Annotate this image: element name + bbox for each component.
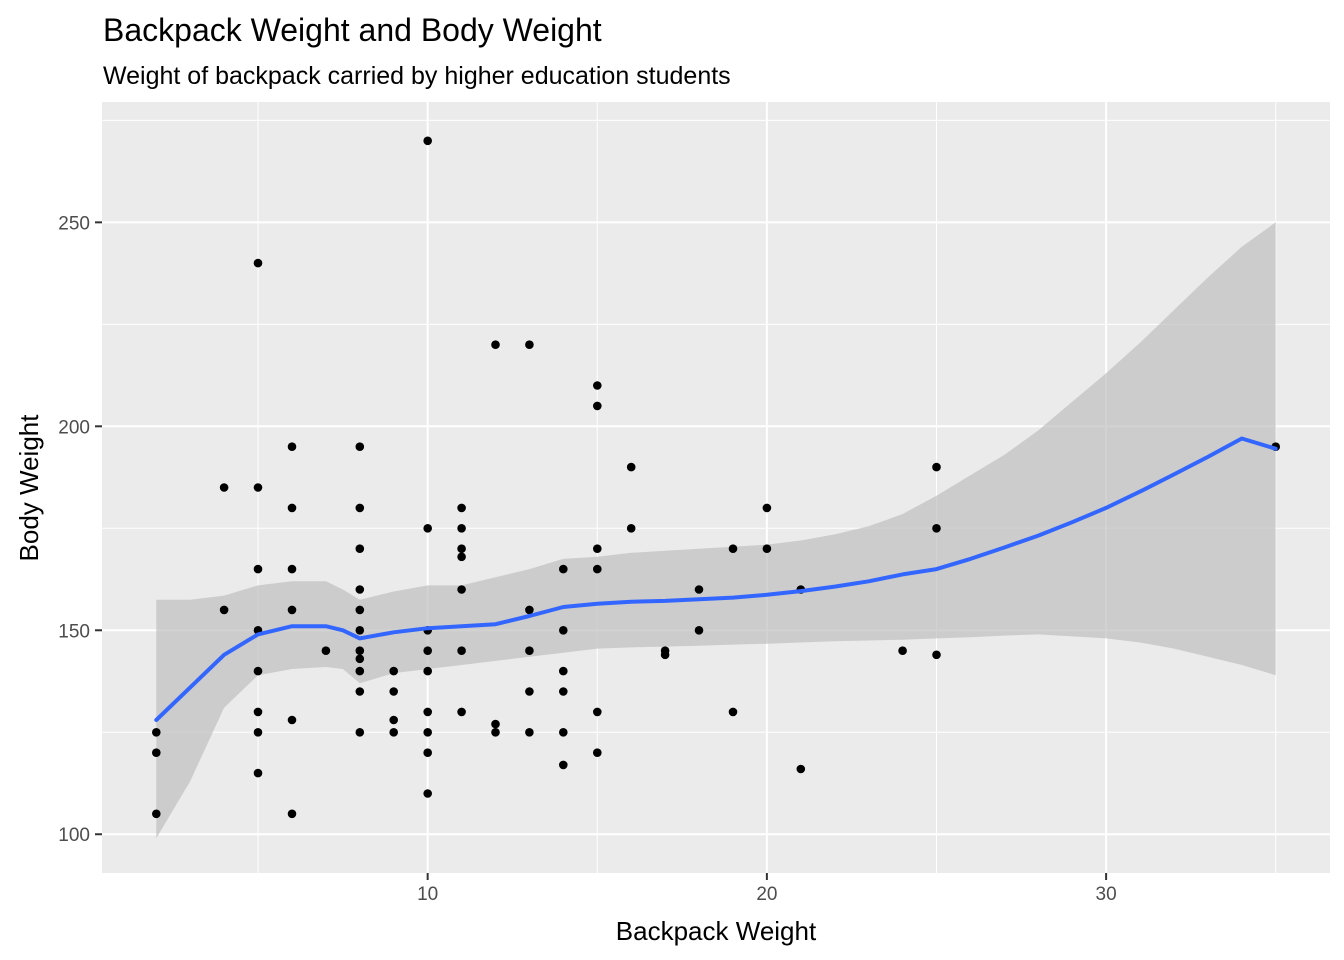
data-point xyxy=(457,524,466,533)
y-tick-label: 250 xyxy=(58,213,90,234)
data-point xyxy=(457,544,466,553)
data-point xyxy=(253,768,263,778)
data-point xyxy=(152,748,161,757)
data-point xyxy=(559,666,568,676)
data-point xyxy=(525,646,534,655)
data-point xyxy=(423,524,433,533)
data-point xyxy=(355,654,365,664)
data-point xyxy=(423,646,433,655)
data-point xyxy=(423,136,433,146)
data-point xyxy=(423,789,433,798)
data-point xyxy=(457,707,466,717)
data-point xyxy=(932,650,941,660)
data-point xyxy=(152,728,161,737)
data-point xyxy=(253,258,263,268)
data-point xyxy=(898,646,907,655)
y-tick-label: 150 xyxy=(58,621,90,642)
data-point xyxy=(559,728,568,737)
data-point xyxy=(287,503,297,513)
data-point xyxy=(525,728,534,737)
data-point xyxy=(389,666,399,676)
data-point xyxy=(457,552,466,562)
data-point xyxy=(762,503,772,513)
y-axis-label: Body Weight xyxy=(14,414,44,562)
data-point xyxy=(525,605,534,615)
data-point xyxy=(796,764,806,774)
data-point xyxy=(728,544,738,553)
data-point xyxy=(457,503,466,513)
data-point xyxy=(355,544,365,553)
data-point xyxy=(626,524,636,533)
data-point xyxy=(491,719,500,729)
data-point xyxy=(694,626,704,635)
x-tick-label: 10 xyxy=(417,884,438,905)
data-point xyxy=(559,626,568,635)
data-point xyxy=(389,715,399,725)
data-point xyxy=(355,442,365,452)
data-point xyxy=(355,687,365,696)
data-point xyxy=(457,585,466,594)
y-tick-label: 200 xyxy=(58,417,90,438)
data-point xyxy=(389,728,399,737)
data-point xyxy=(321,646,331,655)
data-point xyxy=(491,728,500,737)
data-point xyxy=(660,650,670,660)
data-point xyxy=(355,605,365,615)
data-point xyxy=(287,715,297,725)
data-point xyxy=(762,544,772,553)
data-point xyxy=(355,666,365,676)
data-point xyxy=(355,646,365,655)
data-point xyxy=(932,462,941,472)
data-point xyxy=(593,381,602,390)
axis-ticks: 100 150 200 250 10 20 30 xyxy=(58,213,1116,905)
data-point xyxy=(423,748,433,757)
data-point xyxy=(457,646,466,655)
data-point xyxy=(525,340,534,350)
smooth-line xyxy=(154,436,1278,722)
data-point xyxy=(626,462,636,472)
x-axis-label: Backpack Weight xyxy=(616,916,817,946)
data-point xyxy=(491,340,500,350)
y-tick-label: 100 xyxy=(58,825,90,846)
data-point xyxy=(355,503,365,513)
data-point xyxy=(253,483,263,492)
data-point xyxy=(559,760,568,770)
data-point xyxy=(287,564,297,574)
data-point xyxy=(287,442,297,452)
data-point xyxy=(423,728,433,737)
data-point xyxy=(559,564,568,574)
data-point xyxy=(355,585,365,594)
data-point xyxy=(287,605,297,615)
data-point xyxy=(253,707,263,717)
data-point xyxy=(389,687,399,696)
data-point xyxy=(423,666,433,676)
data-point xyxy=(593,707,602,717)
x-tick-label: 30 xyxy=(1096,884,1117,905)
data-point xyxy=(728,707,738,717)
data-point xyxy=(253,728,263,737)
data-point xyxy=(593,544,602,553)
loess-fit-line xyxy=(154,436,1278,722)
chart-subtitle: Weight of backpack carried by higher edu… xyxy=(103,62,731,90)
data-point xyxy=(559,687,568,696)
data-point xyxy=(219,605,229,615)
data-point xyxy=(219,483,229,492)
data-point xyxy=(355,626,365,635)
data-point xyxy=(932,524,941,533)
data-point xyxy=(355,728,365,737)
data-point xyxy=(152,809,161,819)
x-tick-label: 20 xyxy=(756,884,777,905)
data-point xyxy=(593,748,602,757)
data-point xyxy=(287,809,297,819)
data-point xyxy=(593,401,602,411)
data-point xyxy=(593,564,602,574)
data-point xyxy=(423,707,433,717)
data-point xyxy=(253,564,263,574)
data-points xyxy=(152,136,1280,819)
chart-title: Backpack Weight and Body Weight xyxy=(103,12,602,48)
data-point xyxy=(694,585,704,594)
data-point xyxy=(525,687,534,696)
data-point xyxy=(253,666,263,676)
